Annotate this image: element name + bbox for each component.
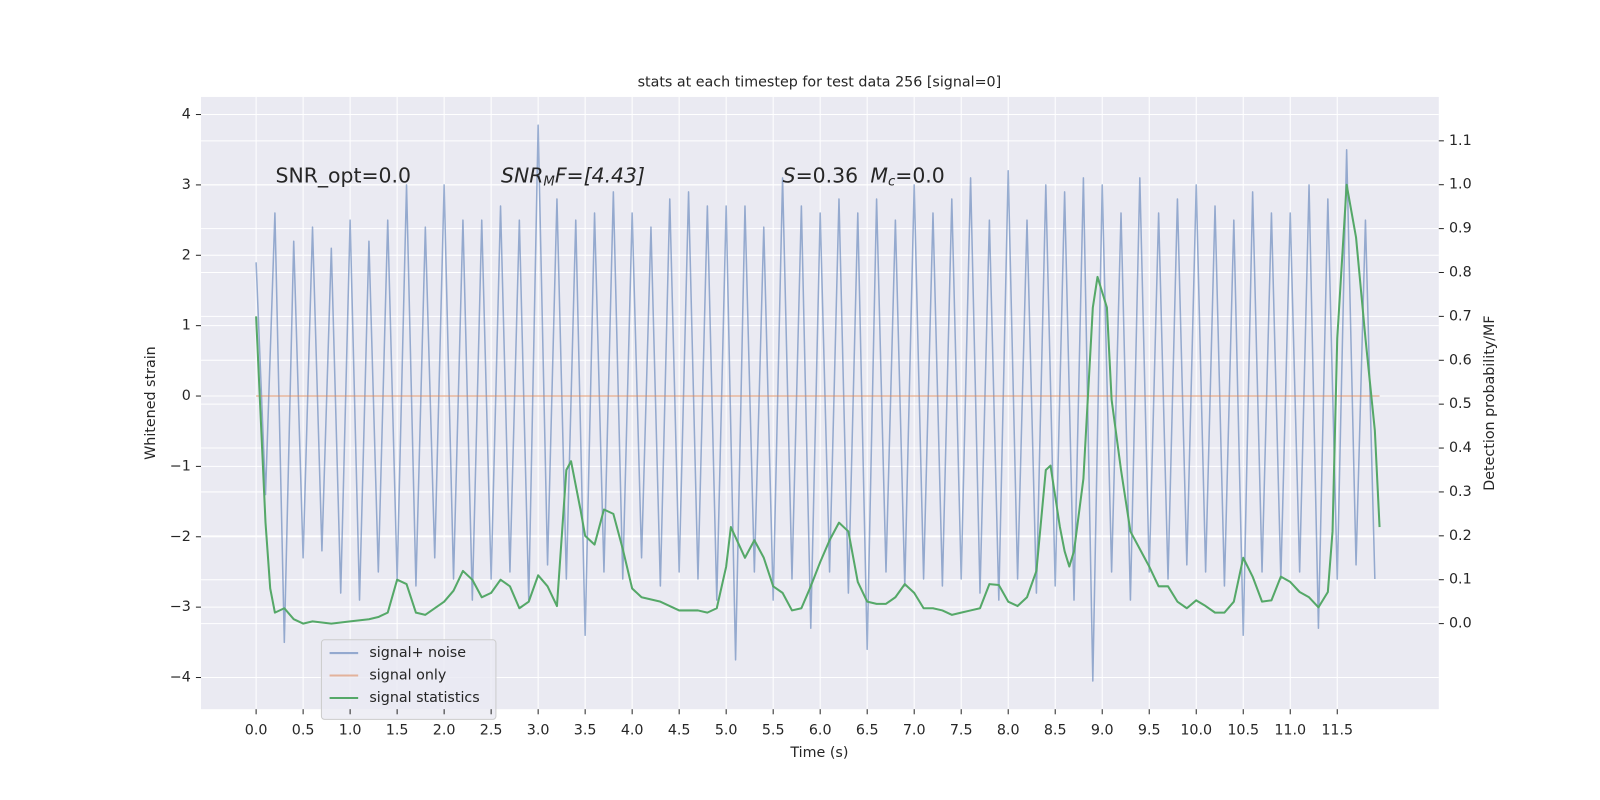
annotation-part: SNR [501, 164, 543, 188]
x-tick-label: 0.5 [292, 723, 315, 739]
y2-tick-label: 1.1 [1449, 133, 1472, 149]
x-tick-label: 11.5 [1321, 723, 1353, 739]
x-tick-label: 6.5 [856, 723, 879, 739]
x-tick-label: 1.0 [339, 723, 362, 739]
y-tick-label: −3 [170, 599, 191, 615]
x-tick-label: 5.5 [762, 723, 785, 739]
y2-tick-label: 0.6 [1449, 352, 1472, 368]
legend-label: signal+ noise [369, 645, 466, 661]
x-tick-label: 0.0 [245, 723, 268, 739]
x-tick-label: 9.5 [1138, 723, 1161, 739]
y-tick-label: 3 [182, 177, 191, 193]
y-axis-label: Whitened strain [143, 346, 159, 460]
x-tick-label: 10.0 [1180, 723, 1212, 739]
x-tick-label: 7.0 [903, 723, 926, 739]
x-tick-label: 3.5 [574, 723, 597, 739]
y2-tick-label: 1.0 [1449, 177, 1472, 193]
x-tick-label: 3.0 [527, 723, 550, 739]
y2-tick-label: 0.2 [1449, 528, 1472, 544]
y2-axis-label: Detection probability/MF [1482, 315, 1498, 490]
x-tick-label: 1.5 [386, 723, 409, 739]
y2-tick-label: 0.3 [1449, 484, 1472, 500]
y-tick-label: 2 [182, 247, 191, 263]
x-tick-label: 2.5 [480, 723, 503, 739]
legend-label: signal statistics [369, 690, 479, 706]
x-tick-label: 11.0 [1274, 723, 1306, 739]
x-tick-label: 4.5 [668, 723, 691, 739]
y2-tick-label: 0.8 [1449, 264, 1472, 280]
y2-tick-label: 0.9 [1449, 221, 1472, 237]
y-tick-label: 1 [182, 318, 191, 334]
y2-tick-label: 0.0 [1449, 616, 1472, 632]
y2-tick-label: 0.1 [1449, 572, 1472, 588]
x-tick-label: 8.0 [997, 723, 1020, 739]
x-tick-label: 2.0 [433, 723, 456, 739]
x-tick-label: 10.5 [1227, 723, 1259, 739]
annotation-part: M [543, 175, 555, 190]
annotation: SNR_opt=0.0 [276, 164, 412, 189]
y-tick-label: −4 [170, 670, 191, 686]
legend-label: signal only [369, 668, 446, 684]
annotation-part: F=[4.43] [555, 164, 645, 188]
annotation-part: SNR_opt=0.0 [276, 164, 412, 189]
y-tick-label: −1 [170, 458, 191, 474]
x-tick-label: 5.0 [715, 723, 738, 739]
y2-tick-label: 0.5 [1449, 396, 1472, 412]
marks [255, 124, 1381, 682]
x-tick-label: 6.0 [809, 723, 832, 739]
series-line [255, 124, 1376, 682]
annotation-part: S [783, 164, 796, 188]
y-tick-label: −2 [170, 529, 191, 545]
legend: signal+ noise signal only signal statistic… [320, 639, 497, 720]
y-tick-label: 4 [182, 107, 191, 123]
annotation-part: M [870, 164, 888, 188]
x-tick-label: 9.0 [1091, 723, 1114, 739]
annotation: SNRMF=[4.43] [501, 164, 645, 190]
x-axis-label: Time (s) [789, 745, 848, 761]
x-tick-label: 8.5 [1044, 723, 1067, 739]
annotation: S=0.36 Mc=0.0 [783, 164, 945, 190]
y2-tick-label: 0.7 [1449, 308, 1472, 324]
chart-title: stats at each timestep for test data 256… [638, 75, 1002, 91]
x-tick-label: 7.5 [950, 723, 973, 739]
annotation-part: =0.0 [895, 164, 945, 188]
annotation-part: c [888, 175, 896, 190]
y-tick-label: 0 [182, 388, 191, 404]
annotation-part: =0.36 [796, 164, 859, 188]
x-tick-label: 4.0 [621, 723, 644, 739]
legend-box [320, 639, 497, 720]
series-line [255, 183, 1381, 625]
y2-tick-label: 0.4 [1449, 440, 1472, 456]
